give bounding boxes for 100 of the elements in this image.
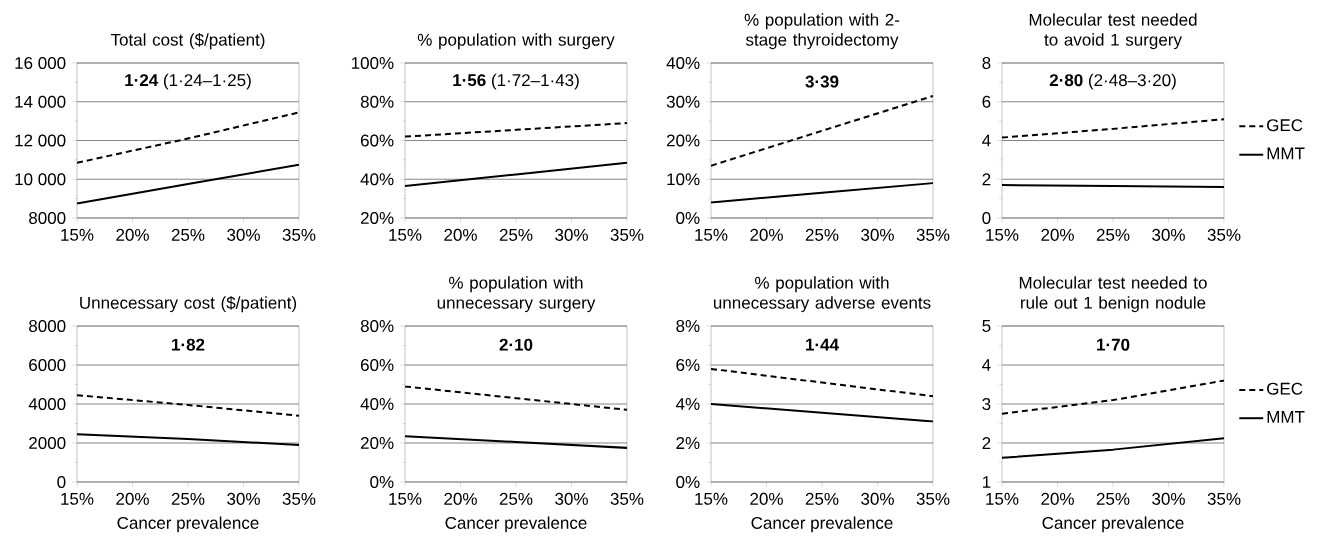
- y-tick-label: 6: [982, 95, 991, 108]
- annotation: 1·82: [172, 338, 205, 351]
- y-tick-label: 0: [57, 475, 66, 489]
- y-tick-label: 40%: [666, 56, 700, 70]
- y-tick-label: 8000: [29, 211, 66, 225]
- x-tick-label: 25%: [1096, 492, 1130, 505]
- x-tick-label: 15%: [986, 228, 1019, 241]
- x-tick-label: 30%: [861, 492, 894, 505]
- chart-title: % population with unnecessary adverse events: [713, 276, 931, 313]
- legend-label: GEC: [1267, 382, 1303, 395]
- x-tick-label: 35%: [916, 492, 950, 505]
- legend-label: MMT: [1267, 411, 1305, 423]
- x-tick-label: 25%: [805, 492, 839, 505]
- y-tick-label: 14 000: [15, 95, 66, 108]
- x-tick-label: 20%: [444, 228, 477, 241]
- y-tick-label: 6000: [29, 358, 66, 372]
- annotation: 1·44: [806, 338, 839, 351]
- x-tick-label: 30%: [555, 228, 588, 241]
- x-axis-title: Cancer prevalence: [445, 516, 587, 533]
- x-tick-label: 25%: [499, 228, 533, 241]
- x-tick-label: 25%: [171, 492, 205, 505]
- x-tick-label: 15%: [61, 228, 94, 241]
- x-tick-label: 30%: [227, 228, 260, 241]
- x-tick-label: 15%: [389, 492, 422, 505]
- x-tick-label: 15%: [389, 228, 422, 241]
- x-axis-title: Cancer prevalence: [1042, 516, 1184, 533]
- annotation: 1·70: [1097, 338, 1130, 351]
- x-tick-label: 35%: [610, 492, 644, 505]
- y-tick-label: 20%: [360, 211, 394, 225]
- y-tick-label: 60%: [360, 134, 394, 147]
- x-tick-label: 30%: [227, 492, 260, 505]
- y-tick-label: 2%: [676, 437, 700, 449]
- y-tick-label: 1: [982, 476, 991, 488]
- y-tick-label: 60%: [360, 358, 394, 372]
- y-tick-label: 20%: [360, 436, 394, 450]
- x-tick-label: 20%: [1041, 228, 1074, 241]
- x-tick-label: 25%: [171, 228, 205, 241]
- x-tick-label: 20%: [116, 492, 149, 505]
- y-tick-label: 40%: [360, 173, 394, 186]
- x-tick-label: 20%: [444, 492, 477, 505]
- legend-label: GEC: [1267, 119, 1303, 132]
- x-tick-label: 35%: [1207, 228, 1241, 241]
- x-tick-label: 30%: [861, 228, 894, 241]
- chart-title: % population with surgery: [417, 33, 615, 50]
- y-tick-label: 5: [982, 320, 991, 332]
- y-tick-label: 80%: [360, 95, 394, 108]
- x-tick-label: 25%: [499, 492, 533, 505]
- x-tick-label: 20%: [750, 492, 783, 505]
- chart-title: Molecular test needed to avoid 1 surgery: [1029, 13, 1197, 50]
- x-tick-label: 15%: [695, 228, 728, 241]
- y-tick-label: 8000: [29, 319, 66, 333]
- x-axis-title: Cancer prevalence: [751, 516, 893, 533]
- y-tick-label: 3: [982, 397, 991, 411]
- y-tick-label: 4: [982, 359, 991, 371]
- annotation: 1·56 (1·72–1·43): [453, 73, 579, 90]
- annotation: 2·10: [499, 338, 533, 351]
- annotation: 2·80 (2·48–3·20): [1049, 73, 1176, 90]
- y-tick-label: 10 000: [15, 173, 66, 186]
- annotation: 1·24 (1·24–1·25): [125, 73, 251, 90]
- x-axis-title: Cancer prevalence: [117, 516, 259, 533]
- y-tick-label: 80%: [360, 319, 394, 333]
- legend-label: MMT: [1267, 147, 1305, 160]
- y-tick-label: 0: [982, 211, 991, 225]
- x-tick-label: 30%: [1152, 492, 1185, 505]
- y-tick-label: 2: [982, 437, 991, 449]
- x-tick-label: 30%: [1152, 228, 1185, 241]
- chart-title: Molecular test needed to rule out 1 benign nodule: [1019, 276, 1207, 313]
- x-tick-label: 35%: [916, 228, 950, 241]
- y-tick-label: 4%: [675, 398, 700, 410]
- y-tick-label: 0%: [676, 475, 700, 489]
- y-tick-label: 4000: [28, 397, 66, 411]
- y-tick-label: 8: [982, 56, 991, 70]
- x-tick-label: 20%: [1041, 492, 1074, 505]
- x-tick-label: 15%: [986, 492, 1019, 505]
- x-tick-label: 35%: [282, 492, 316, 505]
- chart-title: Unnecessary cost ($/patient): [80, 296, 297, 313]
- x-tick-label: 15%: [695, 492, 728, 505]
- x-tick-label: 35%: [610, 228, 644, 241]
- y-tick-label: 10%: [667, 173, 700, 186]
- y-tick-label: 2000: [29, 436, 66, 450]
- y-tick-label: 40%: [360, 397, 394, 411]
- x-tick-label: 25%: [1096, 228, 1130, 241]
- y-tick-label: 12 000: [15, 134, 66, 147]
- x-tick-label: 25%: [805, 228, 839, 241]
- x-tick-label: 35%: [282, 228, 316, 241]
- x-tick-label: 35%: [1207, 492, 1241, 505]
- y-tick-label: 2: [982, 173, 991, 186]
- chart-title: Total cost ($/patient): [110, 33, 265, 50]
- chart-title: % population with unnecessary surgery: [437, 276, 596, 313]
- y-tick-label: 20%: [666, 134, 700, 147]
- x-tick-label: 20%: [750, 228, 783, 241]
- y-tick-label: 8%: [676, 319, 700, 333]
- chart-title: % population with 2-stage thyroidectomy: [744, 13, 900, 50]
- y-tick-label: 16 000: [15, 56, 66, 70]
- y-tick-label: 0%: [676, 211, 700, 225]
- x-tick-label: 20%: [116, 228, 149, 241]
- annotation: 3·39: [805, 75, 839, 88]
- y-tick-label: 0%: [370, 475, 394, 489]
- y-tick-label: 100%: [351, 56, 394, 70]
- y-tick-label: 30%: [666, 95, 700, 108]
